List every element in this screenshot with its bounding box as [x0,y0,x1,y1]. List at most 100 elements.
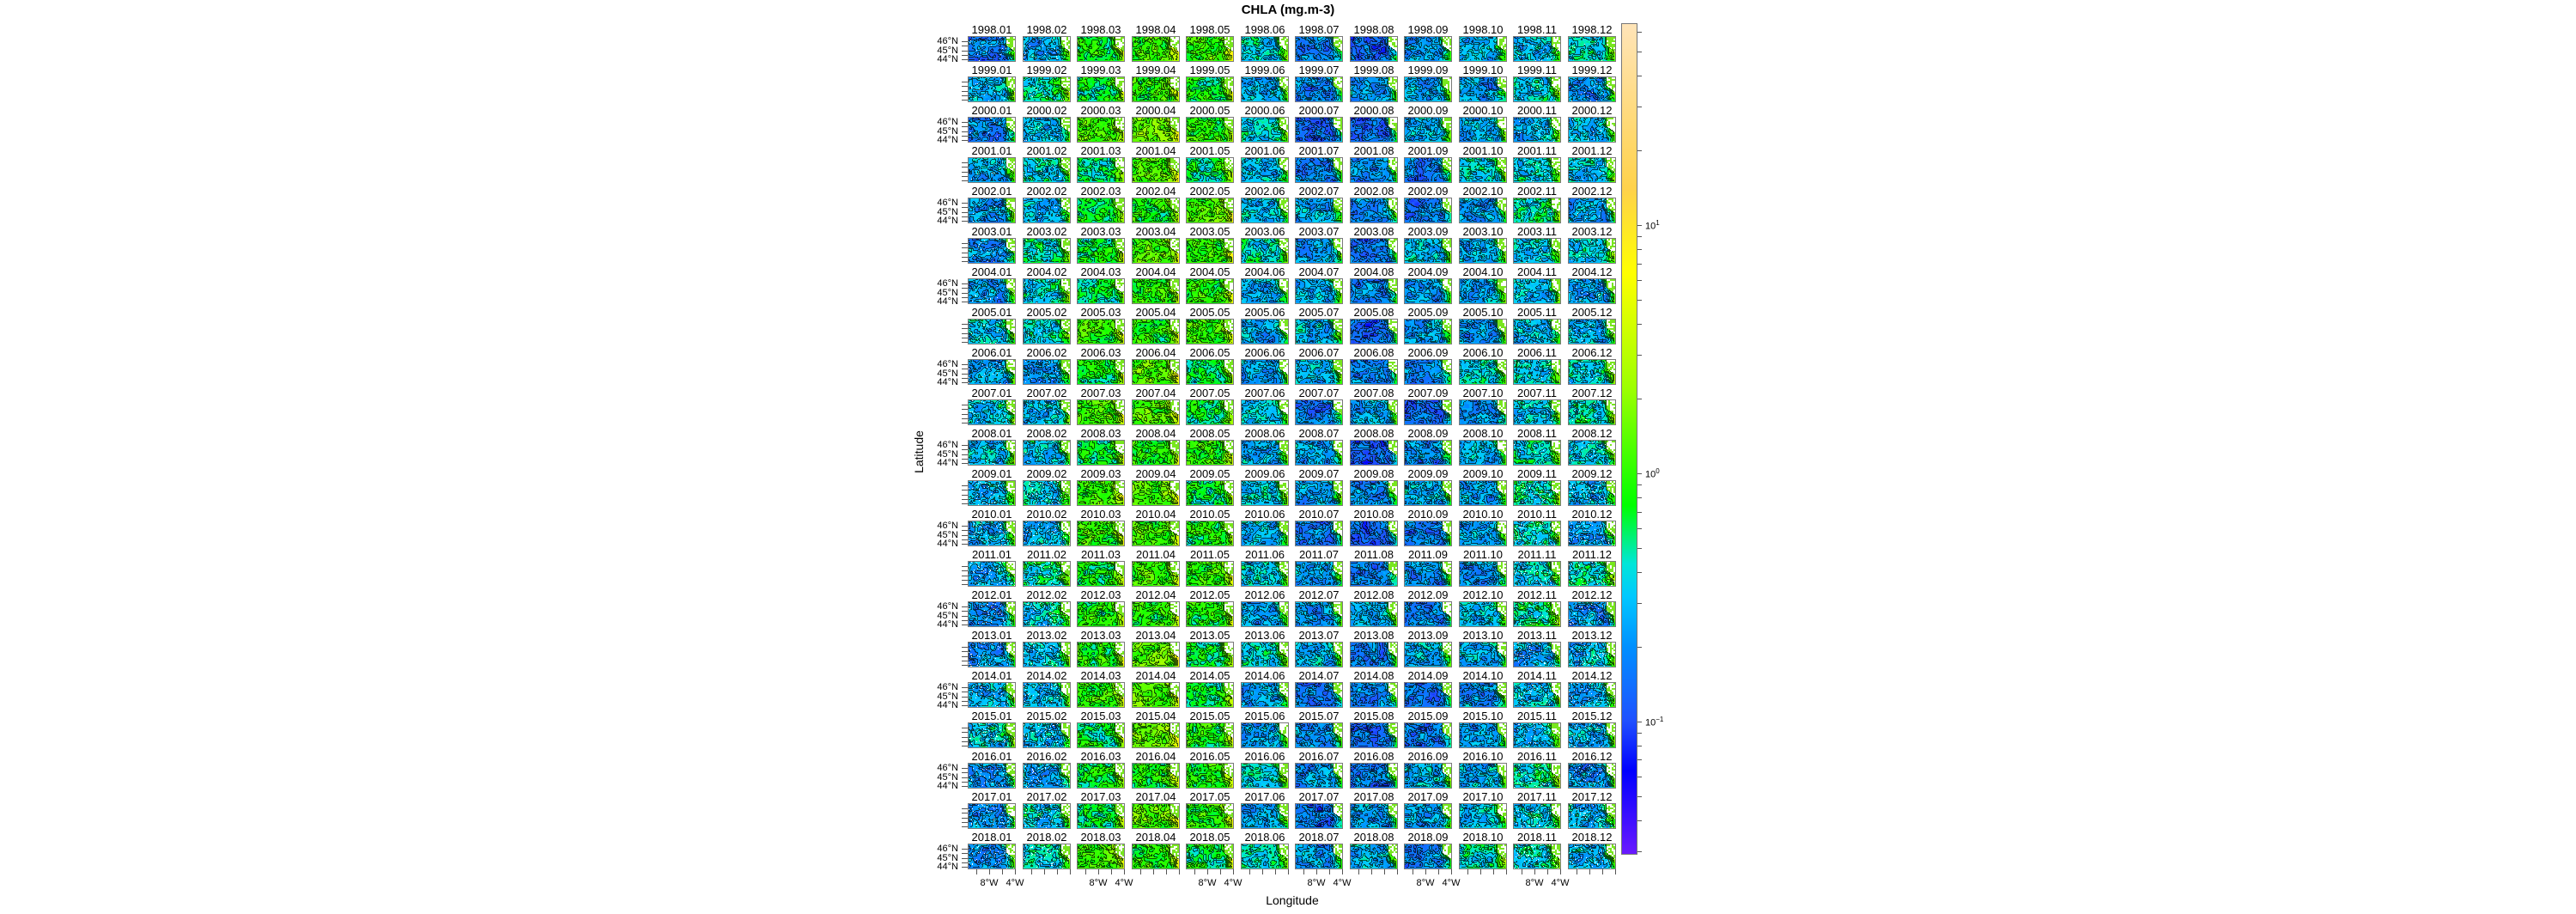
map-panel [1404,238,1452,264]
panel-title: 1998.06 [1244,23,1285,36]
chla-map [969,562,1015,586]
lon-tick [1480,869,1481,874]
chla-map [1514,37,1560,61]
chla-map [1133,360,1179,384]
lat-tick [962,100,968,101]
map-panel [1241,76,1289,102]
chla-map [1133,602,1179,626]
chla-map [1460,643,1506,667]
panel-title: 2014.08 [1353,669,1394,682]
chla-map [1296,723,1342,747]
panel-title: 2001.11 [1516,144,1558,157]
panel-title: 2004.07 [1298,265,1340,278]
chla-map [1187,441,1233,465]
panel-title: 2009.05 [1189,467,1230,480]
lat-tick [962,619,968,621]
chla-map [1351,198,1397,222]
lat-tick [962,216,968,217]
lon-tick [1342,869,1343,874]
lat-tick-label: 44°N [937,700,958,710]
chla-map [1351,602,1397,626]
lat-tick [962,41,968,42]
panel-title: 2007.05 [1189,387,1230,399]
panel-title: 2016.03 [1080,750,1121,763]
panel-title: 2000.05 [1189,104,1230,117]
lat-tick [962,566,968,567]
map-panel [1404,278,1452,304]
panel-title: 2006.07 [1298,346,1340,359]
lat-tick [962,539,968,540]
panel-title: 2004.08 [1353,265,1394,278]
map-panel [1459,319,1507,344]
panel-title: 2009.09 [1407,467,1449,480]
chla-map [1514,77,1560,101]
panel-title: 1999.12 [1571,64,1613,76]
panel-title: 2014.04 [1135,669,1176,682]
panel-title: 2018.02 [1026,831,1067,844]
lat-tick [962,167,968,168]
chla-map [1078,683,1124,707]
chla-map [1405,360,1451,384]
panel-title: 2014.06 [1244,669,1285,682]
chla-map [1024,844,1070,868]
chla-map [1351,400,1397,424]
chla-map [1460,239,1506,263]
lat-tick [962,526,968,527]
map-panel [1404,480,1452,506]
panel-title: 2006.04 [1135,346,1176,359]
panel-title: 2007.11 [1516,387,1558,399]
chla-map [1078,844,1124,868]
map-panel [1350,319,1398,344]
panel-title: 2002.09 [1407,185,1449,198]
tick-exponent: 1 [1656,218,1660,227]
map-panel [1513,238,1561,264]
map-panel [968,319,1016,344]
map-panel [1186,561,1234,587]
map-panel [1023,480,1071,506]
lon-tick [1602,869,1603,874]
colorbar-tick [1637,472,1642,474]
lon-tick [1085,869,1086,874]
panel-title: 2007.10 [1462,387,1504,399]
chla-map [1296,562,1342,586]
tick-base: 10 [1645,221,1656,232]
lat-tick [962,377,968,379]
lat-tick-label: 45°N [937,691,958,702]
chla-map [969,643,1015,667]
panel-title: 2004.10 [1462,265,1504,278]
panel-title: 2010.02 [1026,508,1067,521]
panel-title: 2011.12 [1571,548,1613,561]
panel-title: 2011.09 [1407,548,1449,561]
panel-title: 2007.01 [971,387,1012,399]
panel-title: 1998.02 [1026,23,1067,36]
panel-title: 2015.06 [1244,710,1285,722]
chla-map [1242,481,1288,505]
lat-tick-label: 45°N [937,125,958,137]
panel-title: 1998.10 [1462,23,1504,36]
panel-title: 2003.08 [1353,225,1394,238]
map-panel [1077,198,1125,223]
map-panel [1132,601,1180,627]
panel-title: 2001.08 [1353,144,1394,157]
colorbar-tick [1637,646,1642,648]
panel-title: 2003.05 [1189,225,1230,238]
chla-map [1078,441,1124,465]
chla-map [1514,683,1560,707]
chla-map [1296,118,1342,142]
chla-map [1187,400,1233,424]
colorbar-tick-label: 101 [1645,219,1660,232]
map-panel [1295,844,1343,869]
chla-map [969,360,1015,384]
panel-title: 2015.11 [1516,710,1558,722]
lat-tick [962,463,968,465]
panel-title: 2000.07 [1298,104,1340,117]
lat-tick [962,203,968,204]
panel-title: 2013.12 [1571,629,1613,642]
map-panel [1295,440,1343,466]
map-panel [1186,763,1234,789]
map-panel [1241,238,1289,264]
lat-tick [962,162,968,163]
map-panel [1513,359,1561,385]
lat-tick-label: 44°N [937,862,958,872]
panel-title: 2007.04 [1135,387,1176,399]
